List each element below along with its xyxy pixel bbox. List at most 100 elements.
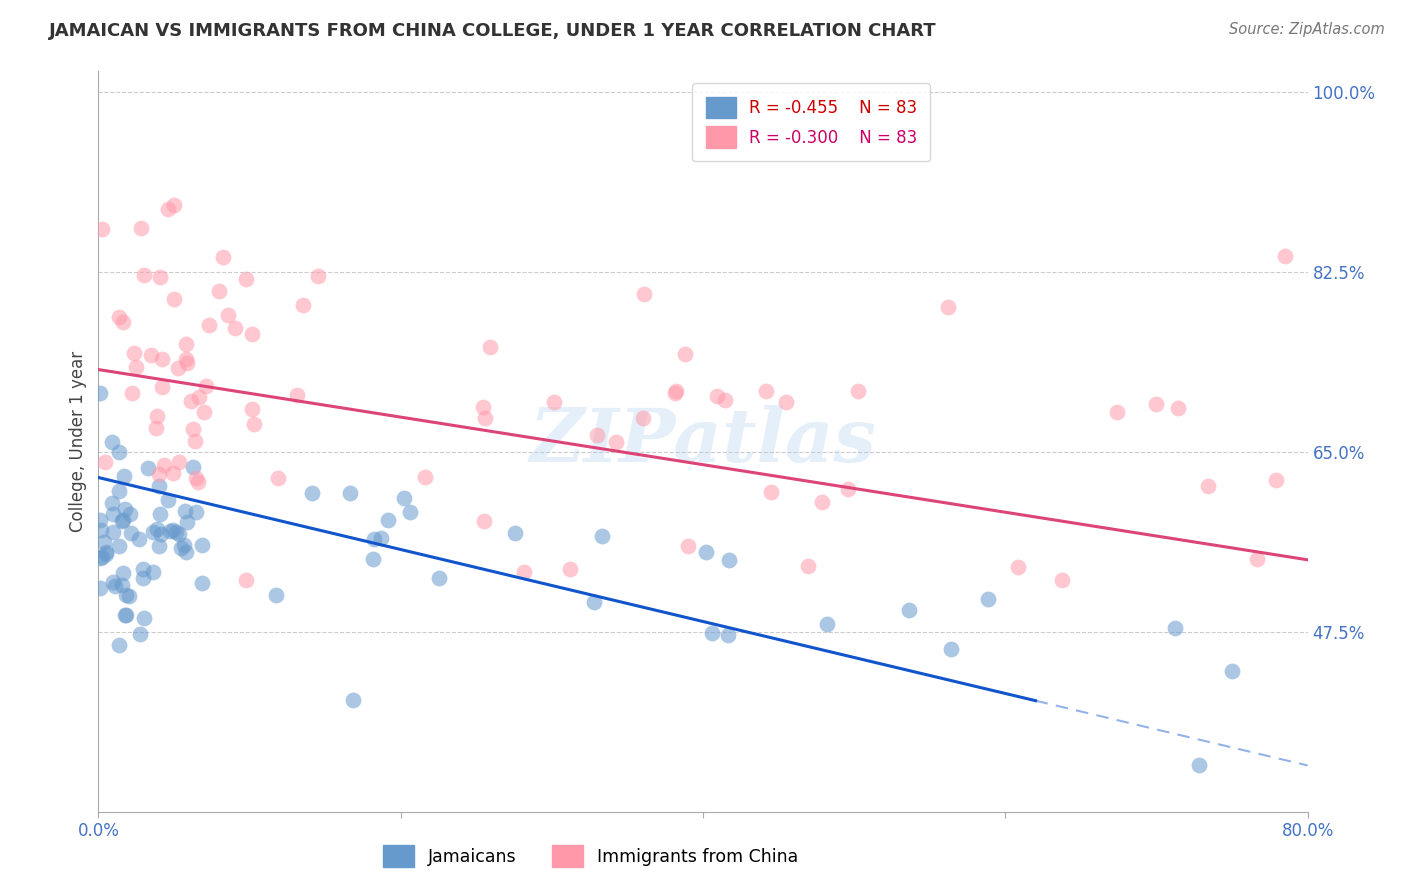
Point	[1050, 573, 1073, 587]
Point	[183, 434, 205, 448]
Legend: Jamaicans, Immigrants from China: Jamaicans, Immigrants from China	[377, 838, 804, 874]
Point	[415, 470, 437, 484]
Point	[112, 566, 135, 581]
Point	[717, 628, 740, 642]
Point	[706, 389, 728, 403]
Point	[146, 522, 169, 536]
Point	[1220, 665, 1243, 679]
Point	[174, 503, 197, 517]
Point	[815, 616, 838, 631]
Point	[208, 284, 231, 298]
Point	[174, 351, 197, 366]
Point	[1197, 478, 1219, 492]
Point	[132, 561, 155, 575]
Point	[267, 471, 290, 485]
Point	[837, 482, 859, 496]
Point	[156, 202, 179, 217]
Point	[187, 390, 209, 404]
Point	[129, 626, 152, 640]
Point	[513, 566, 536, 580]
Point	[1007, 559, 1029, 574]
Point	[114, 502, 136, 516]
Point	[187, 475, 209, 489]
Point	[136, 461, 159, 475]
Point	[176, 355, 198, 369]
Point	[125, 359, 148, 374]
Point	[146, 409, 169, 423]
Point	[235, 271, 257, 285]
Point	[1107, 404, 1129, 418]
Point	[132, 610, 155, 624]
Point	[217, 308, 239, 322]
Point	[120, 526, 142, 541]
Point	[676, 539, 699, 553]
Point	[104, 579, 127, 593]
Point	[108, 310, 131, 324]
Point	[586, 428, 609, 442]
Point	[149, 269, 172, 284]
Point	[115, 588, 138, 602]
Point	[243, 417, 266, 431]
Point	[363, 552, 385, 566]
Point	[93, 534, 115, 549]
Point	[695, 545, 717, 559]
Point	[224, 320, 246, 334]
Point	[124, 346, 146, 360]
Point	[664, 386, 686, 401]
Point	[186, 471, 208, 485]
Point	[101, 574, 124, 589]
Point	[159, 524, 181, 538]
Point	[165, 525, 187, 540]
Point	[181, 459, 204, 474]
Point	[111, 578, 134, 592]
Point	[339, 485, 361, 500]
Point	[186, 505, 208, 519]
Point	[1167, 401, 1189, 415]
Point	[191, 575, 214, 590]
Point	[107, 444, 129, 458]
Point	[148, 539, 170, 553]
Point	[342, 693, 364, 707]
Point	[1274, 250, 1296, 264]
Point	[1144, 397, 1167, 411]
Point	[755, 384, 778, 398]
Point	[543, 394, 565, 409]
Point	[153, 458, 176, 473]
Point	[170, 541, 193, 555]
Point	[181, 422, 204, 436]
Point	[148, 479, 170, 493]
Point	[150, 527, 173, 541]
Point	[162, 198, 184, 212]
Point	[1246, 552, 1268, 566]
Point	[96, 545, 118, 559]
Y-axis label: College, Under 1 year: College, Under 1 year	[69, 351, 87, 533]
Point	[101, 524, 124, 539]
Point	[111, 513, 134, 527]
Point	[399, 505, 422, 519]
Point	[472, 514, 495, 528]
Point	[775, 395, 797, 409]
Point	[128, 532, 150, 546]
Point	[180, 394, 202, 409]
Point	[89, 513, 111, 527]
Point	[898, 603, 921, 617]
Point	[761, 485, 783, 500]
Point	[89, 386, 111, 401]
Point	[193, 405, 215, 419]
Point	[169, 527, 191, 541]
Point	[108, 540, 131, 554]
Point	[94, 455, 117, 469]
Point	[111, 315, 134, 329]
Point	[938, 300, 960, 314]
Point	[101, 434, 124, 449]
Point	[474, 410, 496, 425]
Text: JAMAICAN VS IMMIGRANTS FROM CHINA COLLEGE, UNDER 1 YEAR CORRELATION CHART: JAMAICAN VS IMMIGRANTS FROM CHINA COLLEG…	[49, 22, 936, 40]
Point	[167, 361, 190, 376]
Point	[633, 411, 655, 425]
Point	[114, 608, 136, 623]
Point	[235, 573, 257, 587]
Point	[240, 401, 263, 416]
Point	[142, 525, 165, 540]
Point	[503, 525, 526, 540]
Point	[301, 486, 323, 500]
